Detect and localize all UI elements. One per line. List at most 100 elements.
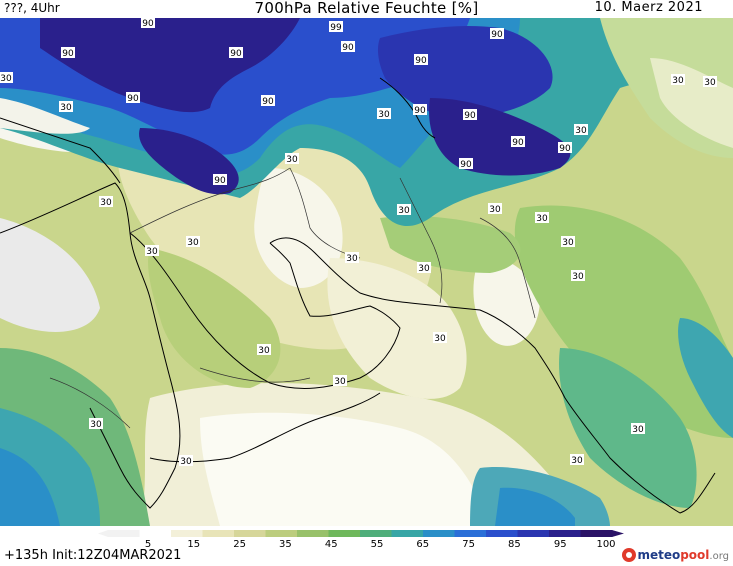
contour-label: 30 [333,375,347,387]
contour-label: 90 [459,158,473,170]
colorbar-tick-label: 35 [279,539,292,548]
map-header: ???, 4Uhr 700hPa Relative Feuchte [%] 10… [0,0,733,18]
contour-label: 30 [574,124,588,136]
field-saturated-africa [0,448,60,526]
colorbar-cell [549,530,581,537]
colorbar-cell [297,530,329,537]
svg-text:30: 30 [398,206,410,216]
contour-label: 90 [413,104,427,116]
colorbar-cell [580,530,613,537]
contour-label: 30 [570,454,584,466]
field-moist-india [514,205,733,438]
colorbar-cell [517,530,550,537]
logo-pool: pool [680,548,710,562]
svg-text:30: 30 [60,103,72,113]
field-moist-afghanistan [380,216,521,273]
svg-text:99: 99 [330,23,342,33]
contour-label: 30 [99,196,113,208]
contour-label: 90 [341,41,355,53]
svg-text:30: 30 [704,78,716,88]
contour-label: 30 [561,236,575,248]
colorbar-cell [328,530,361,537]
field-saturated-arabian-sea [495,487,575,526]
colorbar-cell [360,530,392,537]
colorbar-tick-label: 100 [596,539,615,548]
contour-label: 90 [126,92,140,104]
colorbar-cell [202,530,235,537]
svg-text:30: 30 [672,76,684,86]
colorbar-tick-label: 25 [233,539,246,548]
contour-label: 90 [558,142,572,154]
svg-text:90: 90 [414,106,426,116]
svg-text:30: 30 [575,126,587,136]
svg-text:90: 90 [491,30,503,40]
colorbar-tick-label: 45 [325,539,338,548]
svg-text:30: 30 [187,238,199,248]
contour-label: 30 [488,203,502,215]
meteopool-logo-icon [622,548,637,562]
colorbar-tick-label: 15 [187,539,200,548]
svg-text:90: 90 [230,49,242,59]
contour-label: 90 [213,174,227,186]
svg-text:30: 30 [418,264,430,274]
contour-label: 30 [631,423,645,435]
contour-label: 90 [61,47,75,59]
border-iran-iraq [289,167,361,259]
meteopool-logo[interactable]: meteopool.org [621,546,729,564]
colorbar-tick-label: 75 [462,539,475,548]
svg-text:90: 90 [464,111,476,121]
field-dry-sindh [473,257,540,346]
field-saturated-caspian [377,26,553,118]
svg-text:30: 30 [571,456,583,466]
colorbar-tick-label: 65 [416,539,429,548]
colorbar-cell [391,530,424,537]
colorbar-min-arrow [98,530,108,537]
colorbar-tick-label: 55 [371,539,384,548]
field-humid-bay [678,318,733,438]
contour-label: 30 [417,262,431,274]
colorbar-cell [423,530,455,537]
svg-text:90: 90 [512,138,524,148]
svg-text:30: 30 [562,238,574,248]
contour-label: 30 [571,270,585,282]
colorbar-ticks: 5 15 25 35 45 55 65 75 85 95 100 [145,539,616,548]
contour-label: 30 [145,245,159,257]
svg-text:30: 30 [536,214,548,224]
colorbar-cell [171,530,203,537]
map-footer: 5 15 25 35 45 55 65 75 85 95 100 +135h Init:12Z04M… [0,526,733,566]
contour-label: 30 [59,101,73,113]
svg-text:90: 90 [214,176,226,186]
colorbar-tick-label: 95 [554,539,567,548]
contour-label: 90 [463,109,477,121]
contour-label: 90 [511,136,525,148]
colorbar-cell [139,530,172,537]
svg-text:90: 90 [127,94,139,104]
svg-text:30: 30 [489,205,501,215]
field-dry-north-africa [0,218,100,332]
contour-label: 90 [141,18,155,29]
coastline-red-sea-west [0,182,181,509]
svg-text:90: 90 [460,160,472,170]
svg-text:30: 30 [0,74,12,84]
field-humid-india-west [559,348,697,508]
svg-text:30: 30 [632,425,644,435]
contour-label: 30 [535,212,549,224]
svg-text:90: 90 [415,56,427,66]
field-dry-northwest [0,98,90,134]
svg-text:30: 30 [572,272,584,282]
contour-label: 99 [329,21,343,33]
humidity-map: 90 90 99 90 90 90 90 90 90 90 90 90 90 90 90 30 30 30 30 30… [0,18,733,526]
run-info: +135h Init:12Z04MAR2021 [4,548,182,563]
coastline-arabia [129,232,401,389]
colorbar-tick-label: 85 [508,539,521,548]
svg-text:30: 30 [434,334,446,344]
colorbar-cell [265,530,298,537]
colorbar-cell [454,530,487,537]
forecast-date: 10. Maerz 2021 [594,0,703,15]
svg-text:30: 30 [334,377,346,387]
svg-text:90: 90 [62,49,74,59]
contour-label: 30 [186,236,200,248]
contour-label: 30 [285,153,299,165]
contour-label: 30 [89,418,103,430]
